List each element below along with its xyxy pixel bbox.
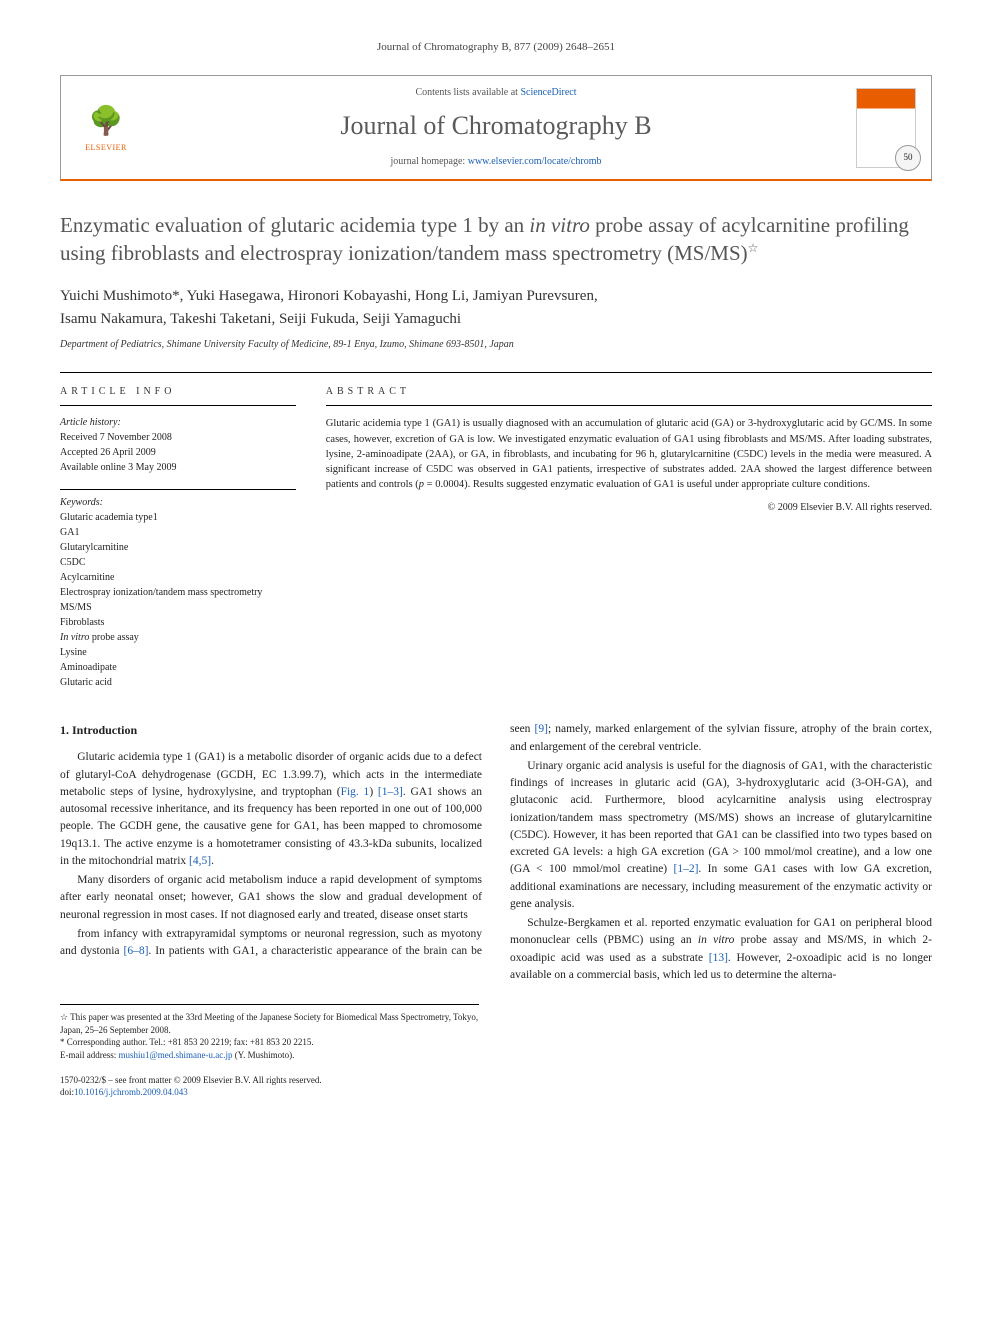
keywords-label: Keywords: (60, 489, 296, 510)
email-link[interactable]: mushiu1@med.shimane-u.ac.jp (118, 1050, 232, 1060)
section-heading: 1. Introduction (60, 721, 482, 739)
body-paragraph: Glutaric acidemia type 1 (GA1) is a meta… (60, 749, 482, 870)
footnotes: ☆ This paper was presented at the 33rd M… (60, 1004, 479, 1061)
sciencedirect-link[interactable]: ScienceDirect (520, 87, 576, 98)
keyword-item: In vitro probe assay (60, 631, 296, 645)
keyword-item: Glutarylcarnitine (60, 541, 296, 555)
keyword-item: Glutaric acid (60, 676, 296, 690)
figure-link[interactable]: Fig. 1 (341, 786, 370, 798)
article-body: 1. Introduction Glutaric acidemia type 1… (60, 721, 932, 984)
abstract-box: ABSTRACT Glutaric acidemia type 1 (GA1) … (326, 385, 932, 691)
keyword-item: C5DC (60, 556, 296, 570)
affiliation: Department of Pediatrics, Shimane Univer… (60, 338, 932, 352)
elsevier-tree-icon: 🌳 (89, 102, 124, 141)
reference-link[interactable]: [1–3] (378, 786, 403, 798)
reference-link[interactable]: [1–2] (674, 863, 699, 875)
journal-name: Journal of Chromatography B (136, 108, 856, 144)
footnote-corresponding: * Corresponding author. Tel.: +81 853 20… (60, 1036, 479, 1049)
body-paragraph: Many disorders of organic acid metabolis… (60, 872, 482, 924)
keyword-item: Lysine (60, 646, 296, 660)
elsevier-logo: 🌳 ELSEVIER (76, 93, 136, 163)
publisher-name: ELSEVIER (85, 142, 127, 153)
keyword-item: Glutaric academia type1 (60, 511, 296, 525)
history-item: Available online 3 May 2009 (60, 461, 296, 475)
footnote-presentation: ☆ This paper was presented at the 33rd M… (60, 1011, 479, 1036)
keyword-item: GA1 (60, 526, 296, 540)
keyword-item: Electrospray ionization/tandem mass spec… (60, 586, 296, 600)
keyword-item: Fibroblasts (60, 616, 296, 630)
reference-link[interactable]: [4,5] (189, 855, 211, 867)
reference-link[interactable]: [13] (709, 952, 728, 964)
journal-homepage-link[interactable]: www.elsevier.com/locate/chromb (468, 156, 602, 167)
running-header: Journal of Chromatography B, 877 (2009) … (60, 40, 932, 55)
history-item: Accepted 26 April 2009 (60, 446, 296, 460)
keyword-item: MS/MS (60, 601, 296, 615)
keyword-item: Acylcarnitine (60, 571, 296, 585)
history-label: Article history: (60, 416, 296, 430)
abstract-heading: ABSTRACT (326, 385, 932, 406)
reference-link[interactable]: [6–8] (124, 945, 149, 957)
body-paragraph: Schulze-Bergkamen et al. reported enzyma… (510, 915, 932, 984)
reference-link[interactable]: [9] (535, 723, 548, 735)
article-info-box: ARTICLE INFO Article history: Received 7… (60, 385, 296, 691)
body-paragraph: Urinary organic acid analysis is useful … (510, 758, 932, 913)
abstract-text: Glutaric acidemia type 1 (GA1) is usuall… (326, 416, 932, 492)
footnote-email: E-mail address: mushiu1@med.shimane-u.ac… (60, 1049, 479, 1062)
author-list: Yuichi Mushimoto*, Yuki Hasegawa, Hirono… (60, 285, 932, 330)
journal-homepage-line: journal homepage: www.elsevier.com/locat… (136, 155, 856, 169)
article-title: Enzymatic evaluation of glutaric acidemi… (60, 211, 932, 268)
issn-line: 1570-0232/$ – see front matter © 2009 El… (60, 1074, 932, 1087)
doi-link[interactable]: 10.1016/j.jchromb.2009.04.043 (74, 1087, 188, 1097)
journal-masthead: 🌳 ELSEVIER Contents lists available at S… (60, 75, 932, 180)
footer-meta: 1570-0232/$ – see front matter © 2009 El… (60, 1074, 932, 1099)
article-info-heading: ARTICLE INFO (60, 385, 296, 406)
contents-line: Contents lists available at ScienceDirec… (136, 86, 856, 100)
abstract-copyright: © 2009 Elsevier B.V. All rights reserved… (326, 501, 932, 515)
anniversary-badge: 50 (895, 145, 921, 171)
doi-line: doi:10.1016/j.jchromb.2009.04.043 (60, 1086, 932, 1099)
history-item: Received 7 November 2008 (60, 431, 296, 445)
keyword-item: Aminoadipate (60, 661, 296, 675)
